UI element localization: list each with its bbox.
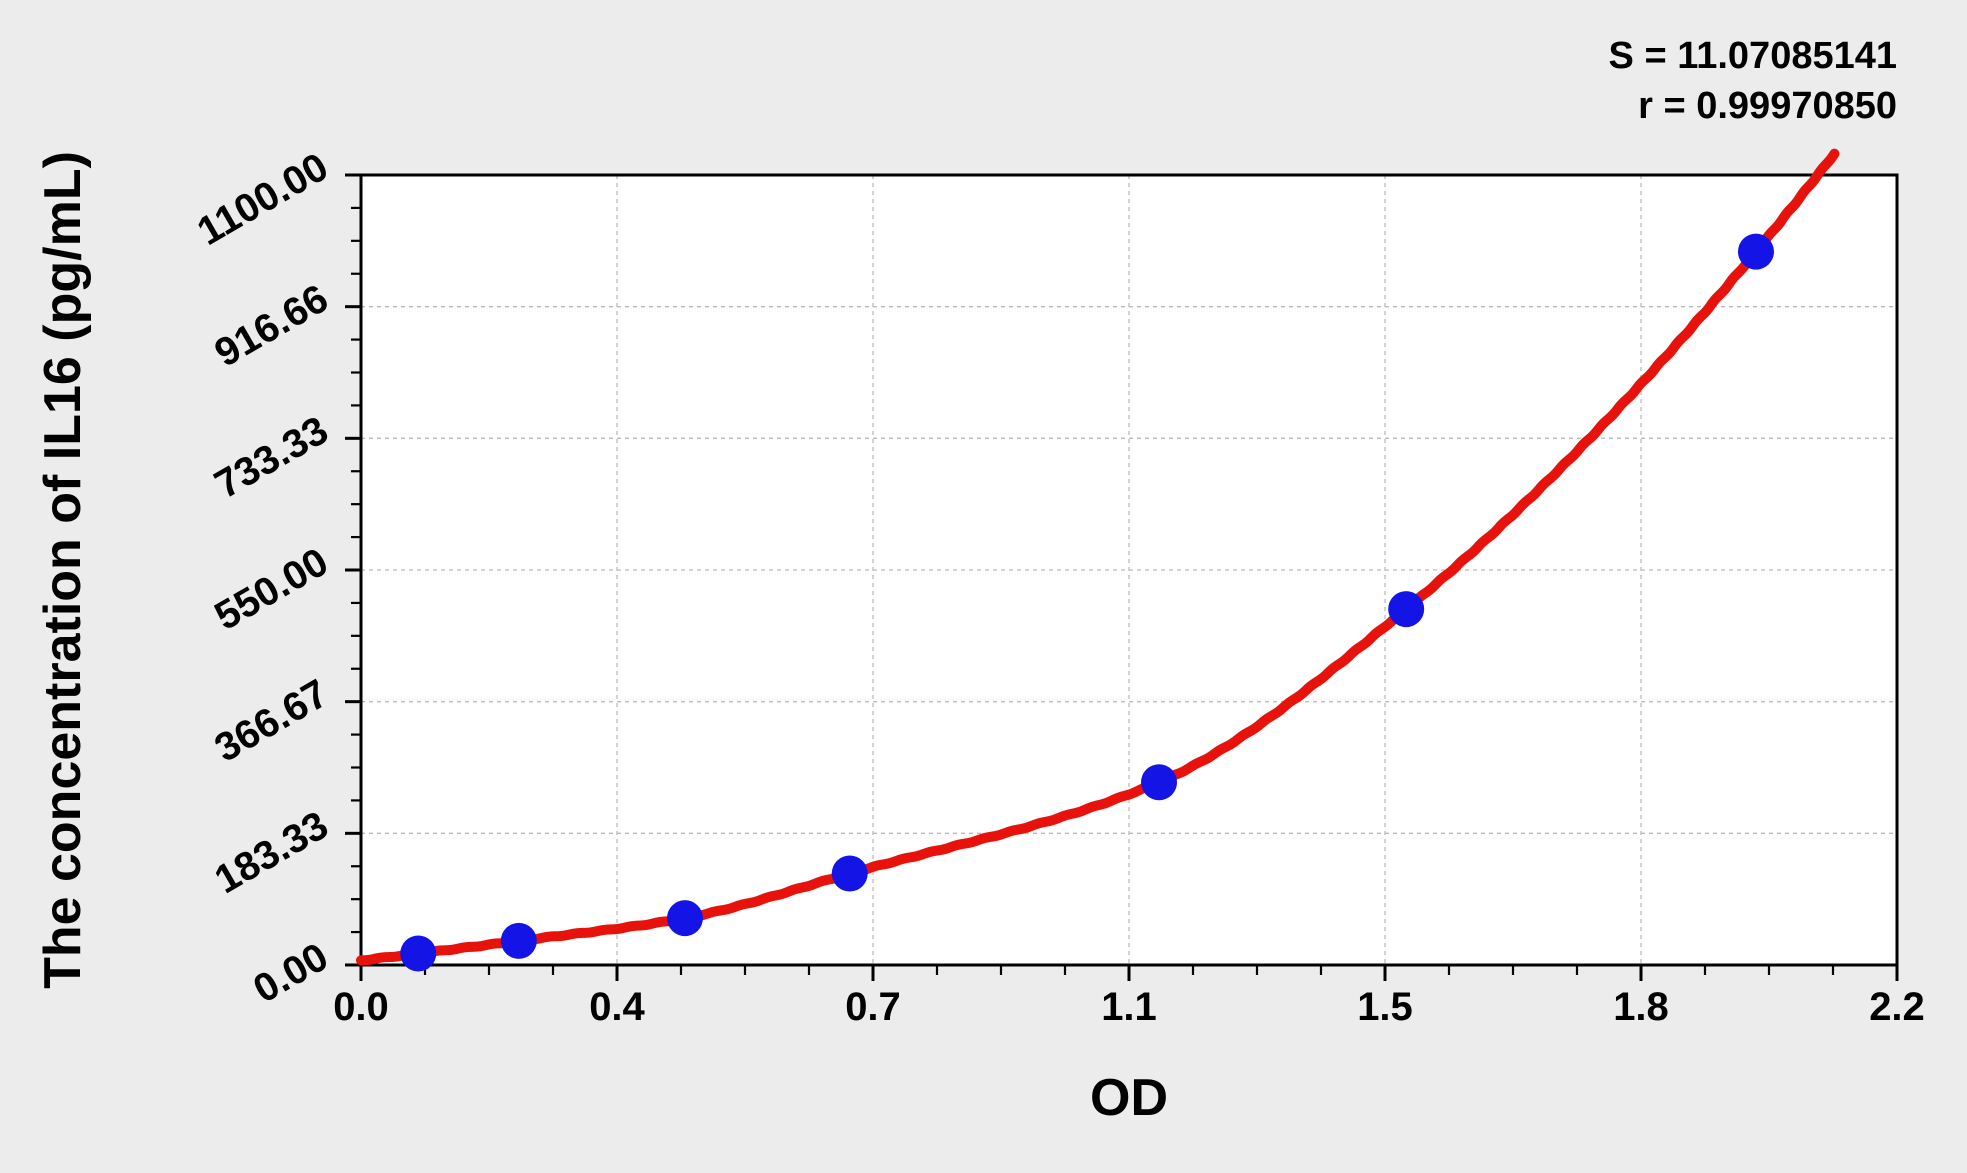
svg-text:S = 11.07085141: S = 11.07085141	[1609, 35, 1897, 77]
svg-text:2.2: 2.2	[1869, 985, 1925, 1029]
svg-text:1.1: 1.1	[1101, 985, 1157, 1029]
svg-text:1.5: 1.5	[1357, 985, 1413, 1029]
svg-text:OD: OD	[1090, 1069, 1168, 1127]
svg-text:r = 0.99970850: r = 0.99970850	[1638, 85, 1897, 127]
svg-text:0.0: 0.0	[333, 985, 389, 1029]
svg-text:The concentration of IL16 (pg/: The concentration of IL16 (pg/mL)	[34, 151, 92, 989]
svg-text:1.8: 1.8	[1613, 985, 1669, 1029]
svg-text:0.4: 0.4	[589, 985, 645, 1029]
svg-text:0.7: 0.7	[845, 985, 901, 1029]
